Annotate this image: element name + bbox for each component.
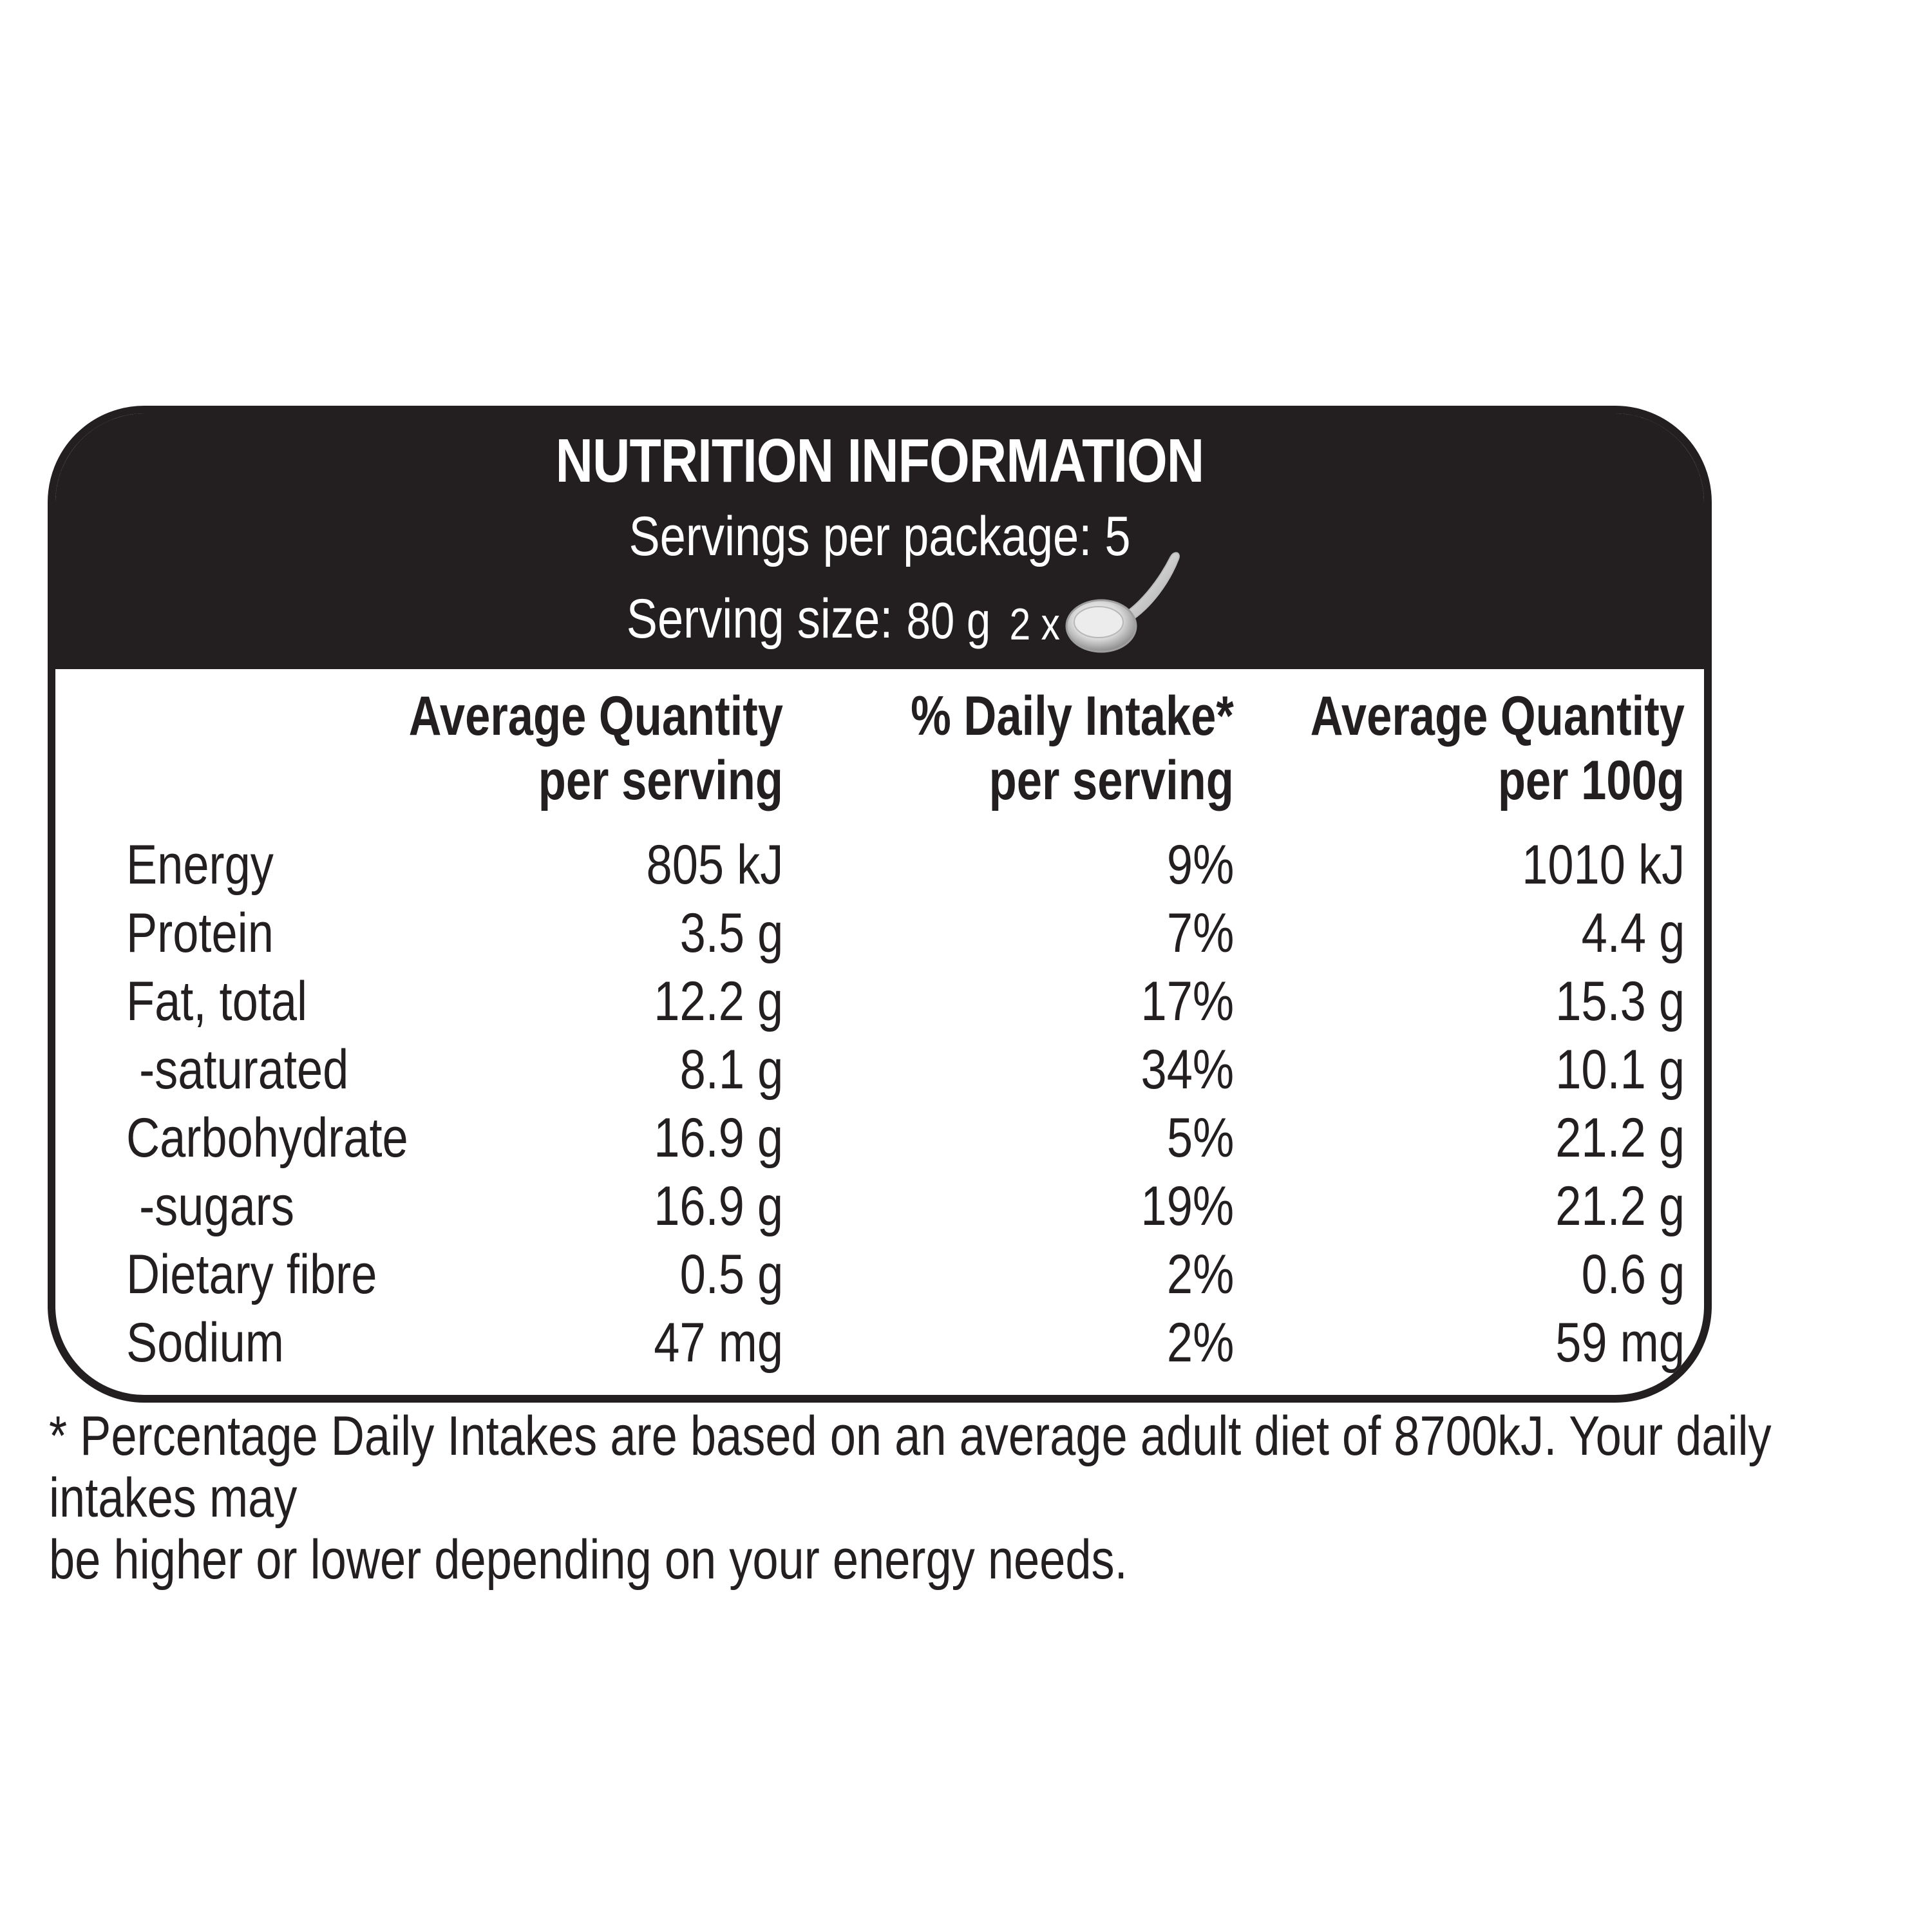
daily-intake-value: 34%	[1141, 1039, 1234, 1101]
per-100g-value: 21.2 g	[1555, 1175, 1685, 1237]
per-100g-value: 0.6 g	[1581, 1244, 1685, 1305]
per-serving-value: 8.1 g	[679, 1039, 783, 1101]
serving-size-value: 80 g	[906, 592, 990, 649]
nutrient-label: Dietary fibre	[126, 1244, 377, 1305]
per-100g-value: 21.2 g	[1555, 1107, 1685, 1169]
column-header-line: Average Quantity	[1310, 685, 1685, 747]
column-header-line: per 100g	[1497, 750, 1685, 811]
scoop-icon	[1065, 552, 1180, 653]
column-header-per-100g: Average Quantity per 100g	[1311, 684, 1685, 813]
daily-intake-value: 9%	[1166, 834, 1234, 896]
nutrient-row-saturated: -saturated 8.1 g 34% 10.1 g	[55, 1036, 1704, 1104]
daily-intake-value: 2%	[1166, 1244, 1234, 1305]
daily-intake-value: 2%	[1166, 1312, 1234, 1374]
servings-per-package: Servings per package: 5	[629, 506, 1131, 567]
per-serving-value: 16.9 g	[654, 1107, 783, 1169]
column-header-line: % Daily Intake*	[911, 685, 1234, 747]
per-100g-value: 1010 kJ	[1521, 834, 1685, 896]
nutrient-row-carbohydrate: Carbohydrate 16.9 g 5% 21.2 g	[55, 1104, 1704, 1172]
serving-size-multiplier: 2 x	[1009, 599, 1061, 649]
per-100g-value: 59 mg	[1555, 1312, 1685, 1374]
daily-intake-value: 7%	[1166, 902, 1234, 964]
column-header-line: Average Quantity	[408, 685, 783, 747]
nutrient-label: Carbohydrate	[126, 1107, 408, 1169]
nutrient-label: -sugars	[126, 1175, 294, 1237]
nutrient-label: Sodium	[126, 1312, 284, 1374]
nutrient-row-energy: Energy 805 kJ 9% 1010 kJ	[55, 831, 1704, 899]
nutrient-row-fat-total: Fat, total 12.2 g 17% 15.3 g	[55, 967, 1704, 1036]
nutrient-label: Energy	[126, 834, 274, 896]
panel-title: NUTRITION INFORMATION	[555, 426, 1205, 495]
nutrient-rows: Energy 805 kJ 9% 1010 kJ Protein 3.5 g 7…	[55, 831, 1704, 1377]
column-header-per-serving: Average Quantity per serving	[409, 684, 783, 813]
nutrient-row-sodium: Sodium 47 mg 2% 59 mg	[55, 1309, 1704, 1377]
per-serving-value: 47 mg	[654, 1312, 783, 1374]
per-serving-value: 805 kJ	[646, 834, 783, 896]
nutrient-label: Protein	[126, 902, 274, 964]
per-100g-value: 15.3 g	[1555, 971, 1685, 1032]
serving-size-label: Serving size:	[627, 588, 893, 650]
daily-intake-value: 17%	[1141, 971, 1234, 1032]
nutrition-panel: NUTRITION INFORMATION Servings per packa…	[48, 406, 1712, 1403]
daily-intake-footnote: * Percentage Daily Intakes are based on …	[49, 1405, 1888, 1591]
per-serving-value: 0.5 g	[679, 1244, 783, 1305]
nutrient-row-protein: Protein 3.5 g 7% 4.4 g	[55, 899, 1704, 967]
nutrient-label: Fat, total	[126, 971, 308, 1032]
nutrient-label: -saturated	[126, 1039, 349, 1101]
nutrient-row-dietary-fibre: Dietary fibre 0.5 g 2% 0.6 g	[55, 1240, 1704, 1309]
column-header-line: per serving	[538, 750, 783, 811]
per-serving-value: 3.5 g	[679, 902, 783, 964]
panel-header: NUTRITION INFORMATION Servings per packa…	[55, 413, 1704, 669]
nutrient-row-sugars: -sugars 16.9 g 19% 21.2 g	[55, 1172, 1704, 1240]
daily-intake-value: 19%	[1141, 1175, 1234, 1237]
serving-size-row: Serving size: 80 g 2 x	[55, 552, 1704, 653]
column-header-line: per serving	[989, 750, 1234, 811]
footnote-line: * Percentage Daily Intakes are based on …	[49, 1405, 1772, 1529]
daily-intake-value: 5%	[1166, 1107, 1234, 1169]
column-header-daily-intake: % Daily Intake* per serving	[911, 684, 1234, 813]
per-100g-value: 4.4 g	[1581, 902, 1685, 964]
footnote-line: be higher or lower depending on your ene…	[49, 1529, 1128, 1591]
per-100g-value: 10.1 g	[1555, 1039, 1685, 1101]
per-serving-value: 16.9 g	[654, 1175, 783, 1237]
per-serving-value: 12.2 g	[654, 971, 783, 1032]
